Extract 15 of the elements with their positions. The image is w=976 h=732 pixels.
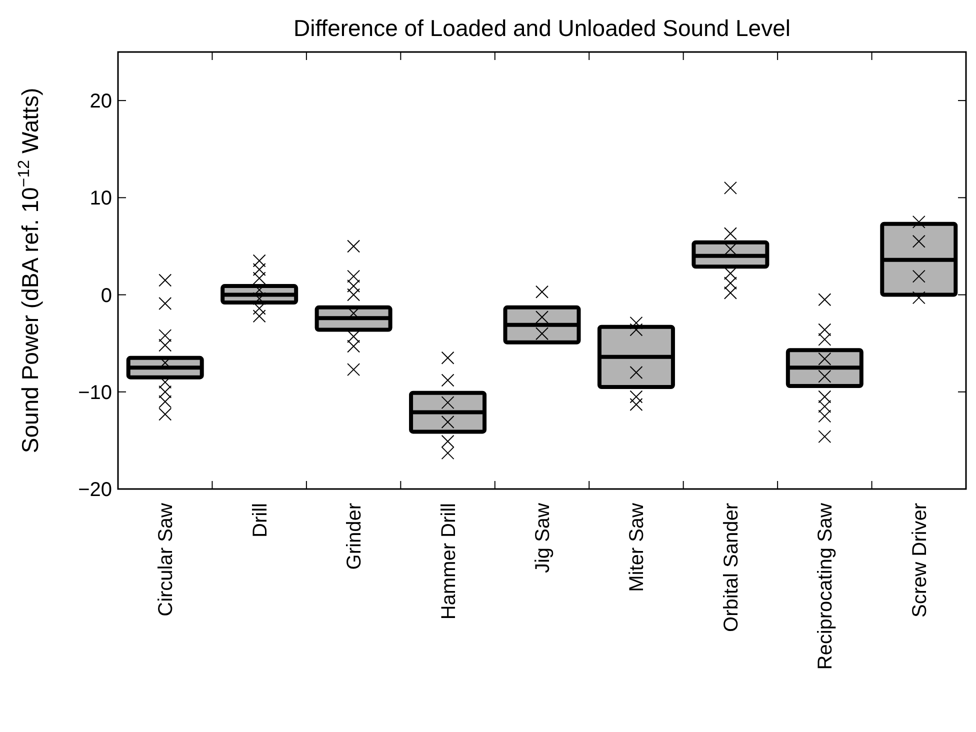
x-tick-label: Drill [249,503,272,538]
x-tick-label: Grinder [344,502,366,570]
x-tick-label: Hammer Drill [438,503,460,620]
y-tick-label: 20 [90,90,112,113]
chart-title: Difference of Loaded and Unloaded Sound Level [293,15,791,41]
x-tick-label: Reciprocating Saw [814,502,837,670]
x-tick-label: Orbital Sander [720,502,742,632]
x-tick-label: Miter Saw [626,502,648,592]
y-tick-label: 0 [100,284,112,307]
x-tick-label: Circular Saw [155,502,178,616]
y-tick-label: −10 [78,382,112,404]
x-tick-label: Screw Driver [908,502,931,618]
x-tick-label: Jig Saw [532,502,554,574]
y-tick-label: −20 [78,479,112,501]
y-tick-label: 10 [90,188,112,210]
